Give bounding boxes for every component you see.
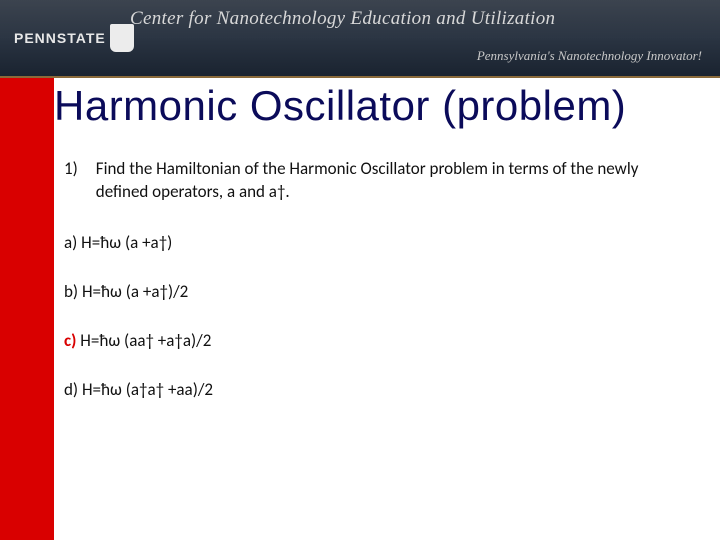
option-d-label: d) bbox=[64, 379, 78, 400]
option-d: d) H=ħω (a†a† +aa)/2 bbox=[64, 379, 690, 402]
content-area: 1) Find the Hamiltonian of the Harmonic … bbox=[64, 158, 690, 428]
left-accent-bar bbox=[0, 78, 54, 540]
question-row: 1) Find the Hamiltonian of the Harmonic … bbox=[64, 158, 690, 204]
option-b-label: b) bbox=[64, 281, 78, 302]
option-d-formula: H=ħω (a†a† +aa)/2 bbox=[82, 379, 213, 400]
option-c: c) H=ħω (aa† +a†a)/2 bbox=[64, 330, 690, 353]
option-a-label: a) bbox=[64, 232, 77, 253]
option-c-formula: H=ħω (aa† +a†a)/2 bbox=[80, 330, 211, 351]
center-title: Center for Nanotechnology Education and … bbox=[130, 8, 555, 30]
option-b-formula: H=ħω (a +a†)/2 bbox=[82, 281, 188, 302]
body-area: Harmonic Oscillator (problem) 1) Find th… bbox=[0, 78, 720, 540]
logo-text: PENNSTATE bbox=[14, 30, 106, 46]
option-c-label: c) bbox=[64, 330, 76, 351]
option-a: a) H=ħω (a +a†) bbox=[64, 232, 690, 255]
slide-root: PENNSTATE Center for Nanotechnology Educ… bbox=[0, 0, 720, 540]
option-a-formula: H=ħω (a +a†) bbox=[81, 232, 172, 253]
option-b: b) H=ħω (a +a†)/2 bbox=[64, 281, 690, 304]
logo-block: PENNSTATE bbox=[14, 10, 110, 66]
tagline: Pennsylvania's Nanotechnology Innovator! bbox=[477, 48, 702, 64]
question-number: 1) bbox=[64, 158, 78, 204]
question-text: Find the Hamiltonian of the Harmonic Osc… bbox=[96, 158, 690, 204]
page-title: Harmonic Oscillator (problem) bbox=[54, 82, 626, 130]
logo-text-wrap: PENNSTATE bbox=[14, 24, 134, 52]
header-banner: PENNSTATE Center for Nanotechnology Educ… bbox=[0, 0, 720, 78]
